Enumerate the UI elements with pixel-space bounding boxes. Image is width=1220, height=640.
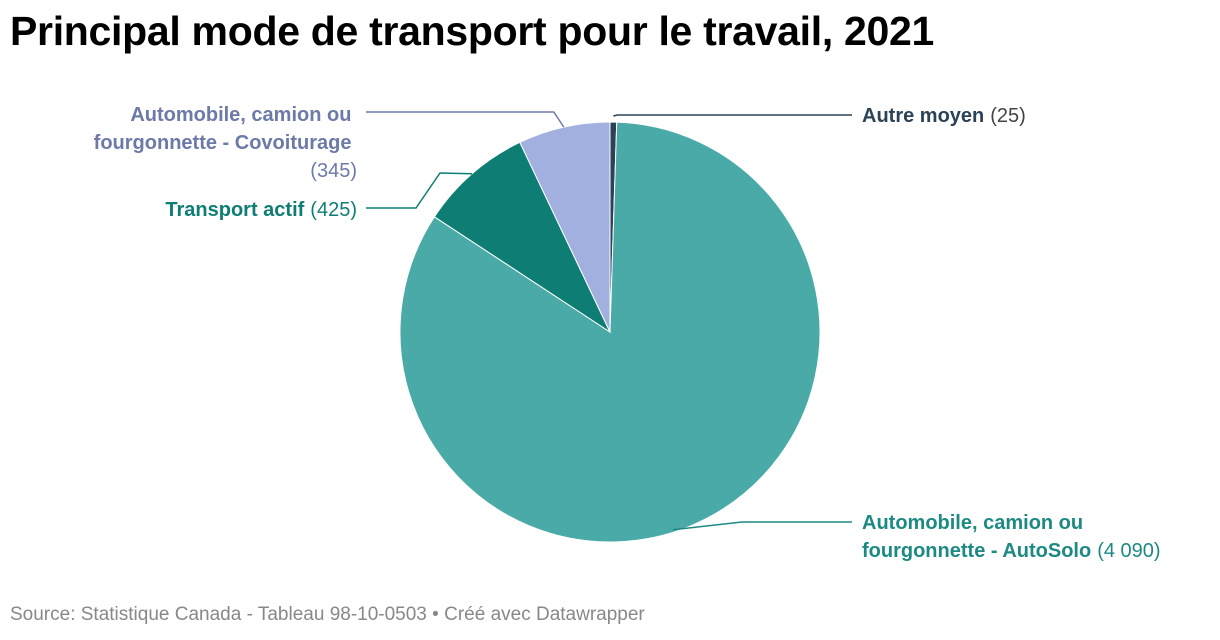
label-transport-actif-name: Transport actif	[165, 199, 304, 221]
pie-slices	[399, 121, 821, 543]
label-autre-moyen-value: (25)	[990, 105, 1026, 127]
label-transport-actif-value: (425)	[310, 199, 357, 221]
label-covoiturage-name-line1: Automobile, camion ou	[130, 104, 351, 126]
leader-lines	[366, 111, 852, 531]
label-autre-moyen: Autre moyen (25)	[862, 105, 1026, 127]
label-autosolo-name-line1: Automobile, camion ou	[862, 512, 1083, 534]
leader-line-automobile-camion-ou-fourgonnette-covoiturage	[366, 111, 565, 128]
label-covoiturage: Automobile, camion ou fourgonnette - Cov…	[94, 104, 357, 182]
chart-title: Principal mode de transport pour le trav…	[10, 8, 935, 54]
leader-line-autre-moyen	[613, 114, 852, 117]
label-covoiturage-name-line2: fourgonnette - Covoiturage	[94, 132, 352, 154]
pie-slice-automobile-camion-ou-fourgonnette-covoiturage	[519, 121, 611, 333]
leader-line-automobile-camion-ou-fourgonnette-autosolo	[672, 521, 852, 531]
label-autre-moyen-name: Autre moyen	[862, 105, 984, 127]
separator-dot: •	[432, 604, 439, 625]
label-autosolo: Automobile, camion ou fourgonnette - Aut…	[862, 512, 1161, 562]
label-covoiturage-value: (345)	[310, 160, 357, 182]
credit-text: Créé avec Datawrapper	[444, 604, 645, 625]
label-autosolo-value: (4 090)	[1097, 540, 1160, 562]
source-text: Source: Statistique Canada - Tableau 98-…	[10, 604, 427, 625]
footer: Source: Statistique Canada - Tableau 98-…	[10, 604, 645, 626]
leader-line-transport-actif	[366, 172, 473, 209]
pie-chart: Autre moyen (25) Automobile, camion ou fo…	[94, 104, 1161, 562]
pie-slice-transport-actif	[433, 141, 612, 334]
label-autosolo-name-line2: fourgonnette - AutoSolo	[862, 540, 1091, 562]
label-transport-actif: Transport actif (425)	[165, 199, 357, 221]
